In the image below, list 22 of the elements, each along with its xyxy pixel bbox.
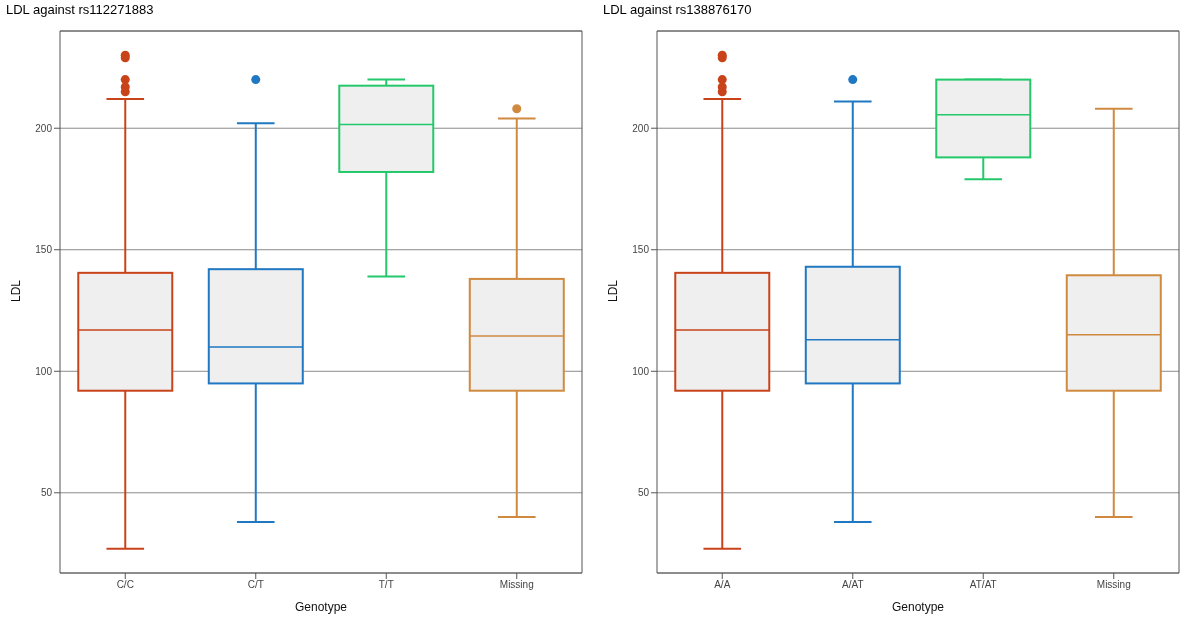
x-tick-label: Missing — [499, 579, 534, 591]
x-tick-label: C/C — [116, 579, 134, 591]
y-tick-label: 50 — [637, 487, 650, 499]
y-tick-label: 200 — [632, 122, 650, 134]
y-tick-label: 150 — [632, 244, 650, 256]
x-axis-title: Genotype — [891, 600, 945, 614]
x-tick-label: AT/AT — [969, 579, 997, 591]
x-tick-label: T/T — [378, 579, 394, 591]
y-tick-label: 200 — [35, 122, 53, 134]
y-tick-label: 50 — [40, 487, 53, 499]
x-tick-label: A/AT — [842, 579, 864, 591]
y-tick-label: 150 — [35, 244, 53, 256]
y-tick-label: 100 — [35, 365, 53, 377]
y-tick-label: 100 — [632, 365, 650, 377]
y-axis-title: LDL — [9, 279, 24, 302]
x-tick-label: Missing — [1096, 579, 1131, 591]
chart-title: LDL against rs112271883 — [6, 2, 154, 17]
y-axis-title: LDL — [606, 279, 621, 302]
x-tick-label: C/T — [247, 579, 264, 591]
chart-title: LDL against rs138876170 — [603, 2, 752, 17]
x-tick-label: A/A — [714, 579, 731, 591]
x-axis-title: Genotype — [294, 600, 348, 614]
